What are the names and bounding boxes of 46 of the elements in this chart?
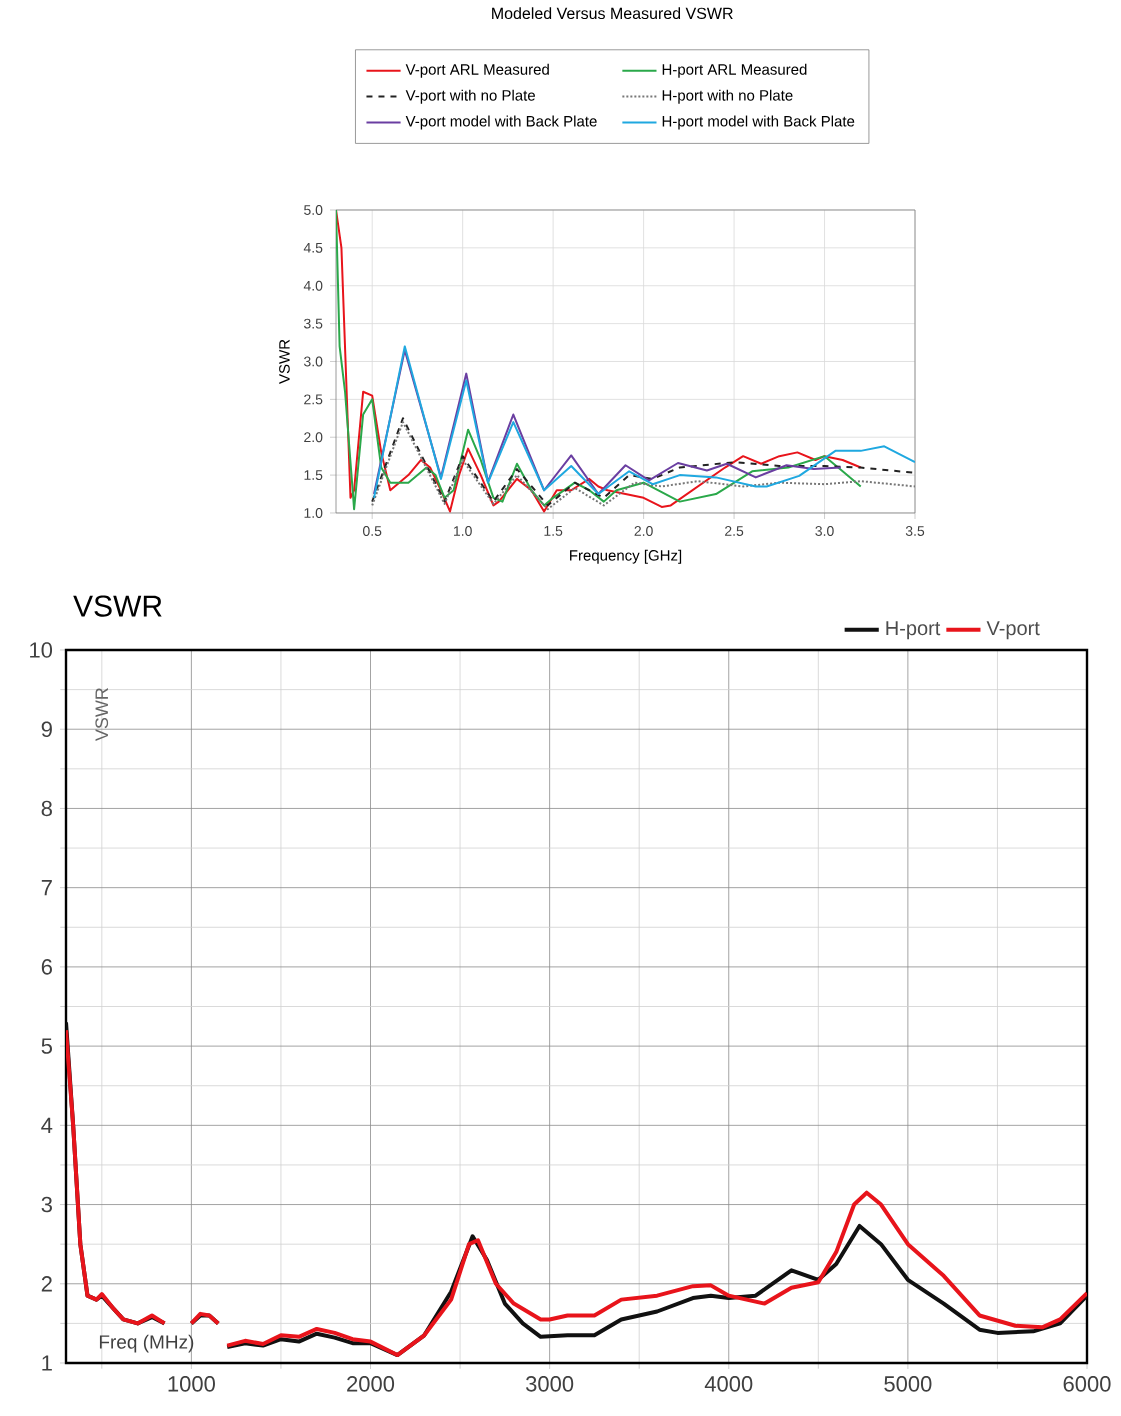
y-tick-label: 4 [41, 1117, 53, 1133]
legend-label: H-port [886, 621, 941, 640]
x-tick-label: 4000 [704, 1376, 753, 1392]
y-tick-label: 2.0 [304, 432, 323, 443]
y-tick-label: 2 [41, 1276, 52, 1292]
legend-label: H-port model with Back Plate [662, 115, 855, 130]
legend-label: V-port ARL Measured [405, 63, 549, 78]
y-tick-label: 3 [41, 1196, 52, 1213]
x-tick-label: 1000 [168, 1376, 215, 1392]
y-tick-label: 5.0 [304, 205, 323, 215]
y-tick-label: 10 [30, 642, 53, 658]
y-tick-label: 6 [41, 959, 52, 975]
legend-label: V-port model with Back Plate [405, 115, 597, 130]
x-tick-label: 0.5 [363, 526, 382, 536]
y-tick-label: 1.0 [304, 508, 323, 518]
x-tick-label: 1.0 [454, 526, 472, 536]
y-tick-label: 1.5 [304, 470, 323, 480]
legend-label: V-port with no Plate [405, 89, 535, 104]
y-tick-label: 7 [41, 880, 52, 896]
x-tick-label: 5000 [884, 1376, 932, 1392]
x-tick-label: 3000 [526, 1376, 574, 1392]
x-tick-label: 2.0 [634, 526, 653, 536]
x-tick-label: 2000 [347, 1376, 395, 1392]
legend-label: H-port with no Plate [662, 89, 793, 104]
x-tick-label: 2.5 [725, 526, 744, 536]
chart-title: Modeled Versus Measured VSWR [492, 7, 733, 20]
y-tick-label: 2.5 [304, 394, 323, 405]
y-tick-label: 1 [42, 1355, 52, 1371]
legend-label: V-port [986, 621, 1040, 640]
y-tick-label: 5 [41, 1038, 52, 1054]
x-axis-title: Frequency [GHz] [570, 549, 682, 564]
y-axis-title: VSWR [95, 687, 109, 742]
legend-label: H-port ARL Measured [662, 63, 807, 78]
y-axis-title: VSWR [279, 339, 290, 384]
x-tick-label: 3.0 [815, 526, 834, 536]
x-tick-label: 3.5 [905, 526, 925, 536]
x-tick-label: 1.5 [544, 526, 563, 536]
y-tick-label: 9 [41, 721, 52, 738]
y-tick-label: 3.0 [304, 356, 323, 367]
y-tick-label: 3.5 [304, 318, 323, 329]
y-tick-label: 4.0 [303, 280, 323, 291]
chart-title: VSWR [73, 595, 162, 617]
x-tick-label: 6000 [1063, 1376, 1111, 1392]
y-tick-label: 8 [41, 800, 52, 817]
x-axis-title: Freq (MHz) [99, 1334, 194, 1353]
y-tick-label: 4.5 [303, 242, 323, 253]
